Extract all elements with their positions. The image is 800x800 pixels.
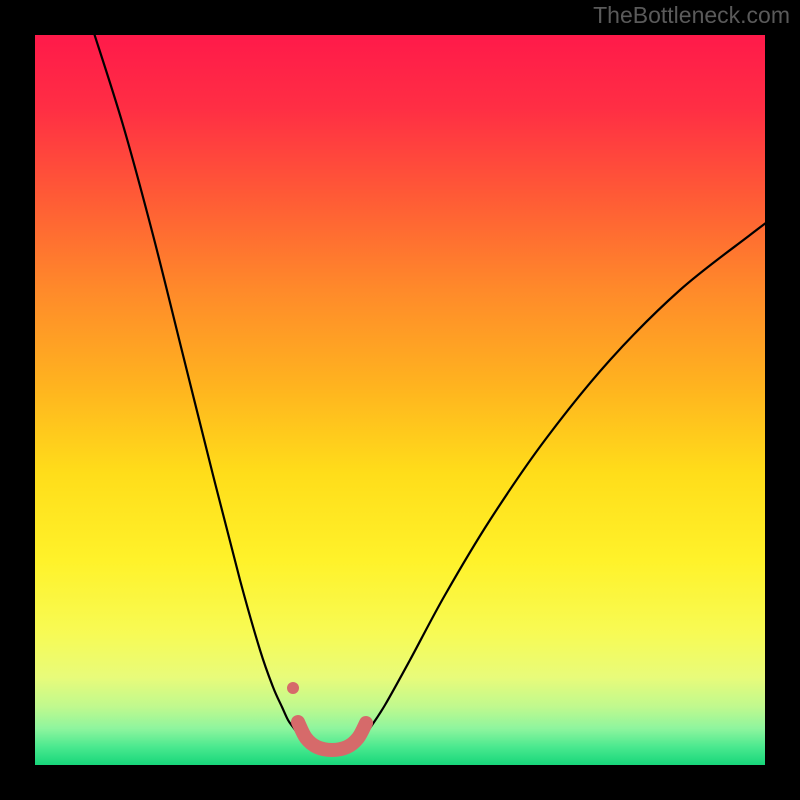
chart-svg	[35, 35, 765, 765]
gradient-background	[35, 35, 765, 765]
plot-area	[35, 35, 765, 765]
chart-frame: TheBottleneck.com	[0, 0, 800, 800]
marker-dot	[287, 682, 299, 694]
watermark-text: TheBottleneck.com	[593, 2, 790, 29]
